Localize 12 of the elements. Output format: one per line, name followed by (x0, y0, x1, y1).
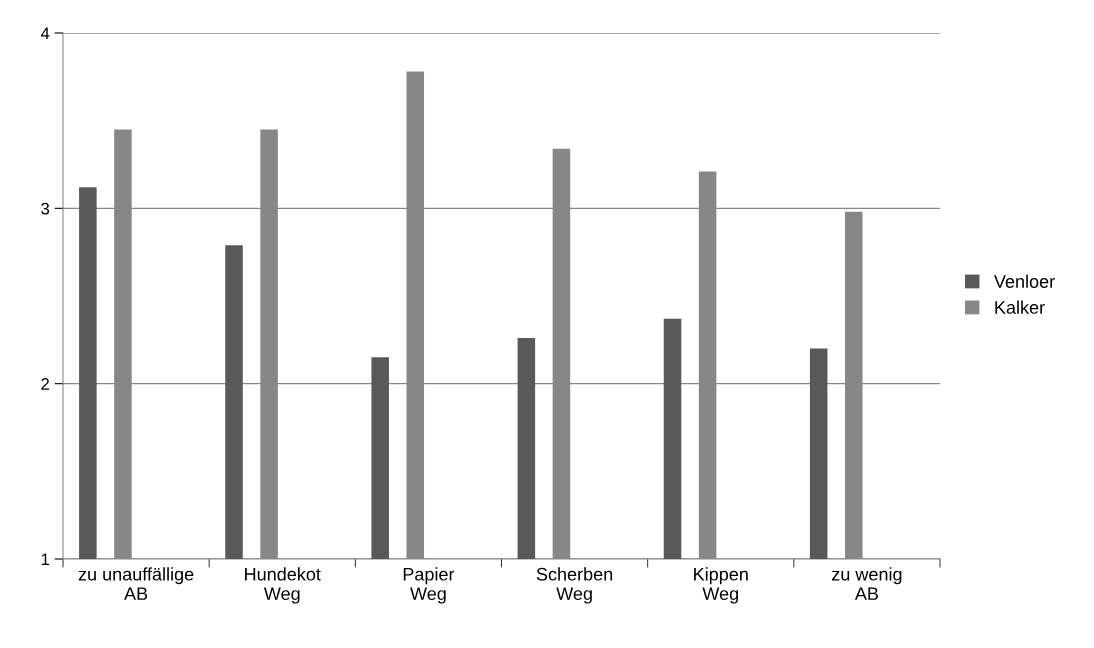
y-tick-label: 1 (41, 553, 49, 566)
x-tick-label: Scherben Weg (536, 567, 613, 604)
x-tick-label: zu unauffällige AB (78, 567, 194, 600)
x-tick-label: Papier Weg (403, 567, 455, 604)
legend-label: Kalker (995, 300, 1045, 314)
x-tick-label: Kippen Weg (694, 567, 748, 604)
x-tick-label: Hundekot Weg (245, 567, 321, 604)
y-tick-label: 4 (40, 27, 50, 40)
legend-label: Venloer (993, 274, 1055, 288)
x-tick-label: zu wenig AB (832, 567, 902, 600)
y-tick-label: 3 (41, 202, 50, 215)
y-tick-label: 2 (41, 378, 49, 390)
